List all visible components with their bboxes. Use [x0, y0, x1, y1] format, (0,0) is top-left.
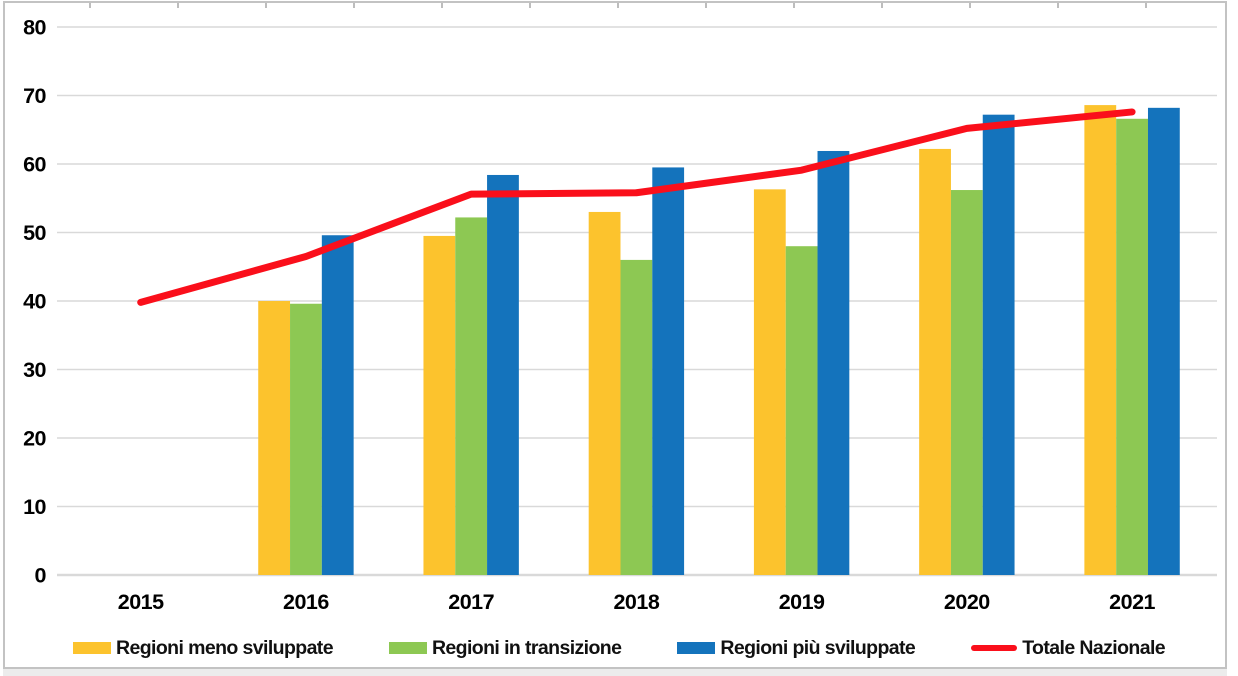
bar-2019-regioni-meno-sviluppate [753, 189, 786, 575]
bar-2019-regioni-più-sviluppate [817, 150, 850, 576]
y-tick-label-0: 0 [35, 564, 47, 588]
bar-2016-regioni-in-transizione [290, 303, 322, 575]
legend-label-regioni-meno-sviluppate: Regioni meno sviluppate [115, 636, 334, 659]
legend-item-regioni-in-transizione: Regioni in transizione [388, 636, 622, 660]
x-tick-label-2020: 2020 [944, 590, 990, 614]
y-tick-label-80: 80 [23, 16, 46, 40]
legend-item-regioni-meno-sviluppate: Regioni meno sviluppate [72, 636, 334, 660]
x-tick-label-2016: 2016 [283, 590, 329, 614]
legend-swatch-regioni-piu-sviluppate [677, 642, 716, 654]
legend-swatch-totale-nazionale-line [971, 645, 1018, 651]
bar-2020-regioni-più-sviluppate [982, 114, 1015, 576]
bar-2018-regioni-meno-sviluppate [588, 211, 621, 575]
x-tick-label-2018: 2018 [613, 590, 659, 614]
bar-2021-regioni-più-sviluppate [1147, 107, 1180, 575]
bar-2019-regioni-in-transizione [785, 246, 818, 575]
y-tick-label-30: 30 [23, 358, 46, 382]
legend-label-totale-nazionale: Totale Nazionale [1022, 636, 1166, 659]
bar-2021-regioni-meno-sviluppate [1084, 105, 1117, 575]
bar-2020-regioni-in-transizione [950, 190, 983, 575]
x-tick-label-2019: 2019 [779, 590, 825, 614]
y-tick-label-40: 40 [23, 290, 46, 314]
legend-label-regioni-in-transizione: Regioni in transizione [431, 636, 622, 659]
legend-swatch-regioni-in-transizione [388, 642, 427, 654]
x-tick-label-2017: 2017 [448, 590, 494, 614]
bar-2017-regioni-più-sviluppate [487, 174, 519, 575]
spreadsheet-row-strip [3, 669, 1227, 676]
chart-legend: Regioni meno sviluppate Regioni in trans… [0, 633, 1238, 663]
bar-2017-regioni-in-transizione [455, 217, 488, 575]
spreadsheet-column-ticks [3, 3, 1227, 8]
bar-2021-regioni-in-transizione [1116, 118, 1148, 575]
legend-swatch-regioni-meno-sviluppate [72, 642, 111, 654]
x-tick-label-2015: 2015 [118, 590, 164, 614]
y-tick-label-20: 20 [23, 427, 46, 451]
bar-2018-regioni-in-transizione [620, 259, 653, 575]
x-tick-label-2021: 2021 [1109, 590, 1155, 614]
bar-2017-regioni-meno-sviluppate [423, 235, 456, 576]
bar-2018-regioni-più-sviluppate [652, 167, 685, 576]
y-tick-label-50: 50 [23, 221, 46, 245]
y-tick-label-70: 70 [23, 84, 46, 108]
legend-item-regioni-piu-sviluppate: Regioni più sviluppate [677, 636, 916, 660]
legend-label-regioni-piu-sviluppate: Regioni più sviluppate [720, 636, 916, 659]
bar-2020-regioni-meno-sviluppate [919, 148, 951, 575]
bar-2016-regioni-più-sviluppate [321, 235, 354, 576]
totale-nazionale-line [137, 108, 1136, 306]
y-tick-label-60: 60 [23, 153, 46, 177]
legend-item-totale-nazionale: Totale Nazionale [971, 636, 1166, 660]
y-tick-label-10: 10 [23, 495, 46, 519]
bar-2016-regioni-meno-sviluppate [258, 301, 291, 575]
